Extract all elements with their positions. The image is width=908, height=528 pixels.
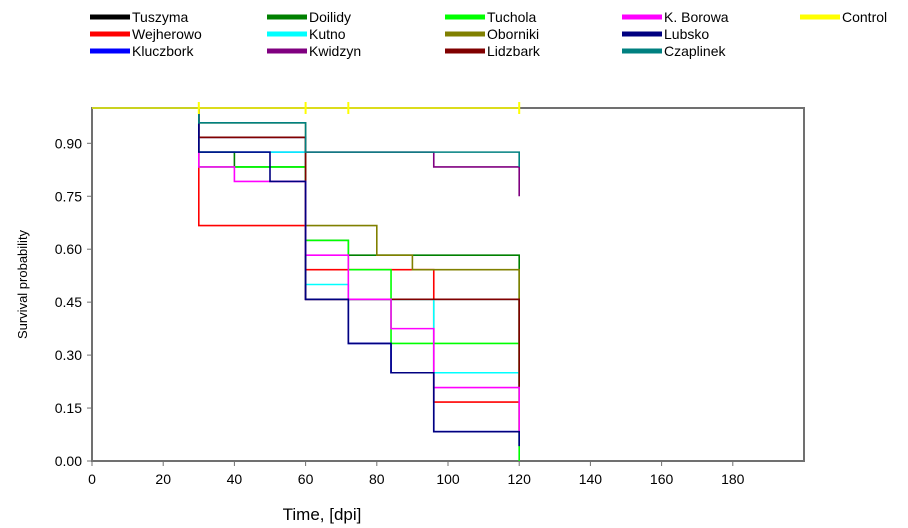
legend-label-doilidy: Doilidy	[309, 9, 351, 25]
legend-label-wejherowo: Wejherowo	[132, 26, 202, 42]
legend-label-kwidzyn: Kwidzyn	[309, 43, 361, 59]
y-tick-label: 0.60	[55, 241, 82, 257]
x-tick-label: 120	[508, 471, 532, 487]
x-tick-label: 100	[436, 471, 460, 487]
y-tick-label: 0.75	[55, 188, 82, 204]
x-tick-label: 80	[369, 471, 385, 487]
x-tick-label: 160	[650, 471, 674, 487]
series-line-lubsko	[92, 107, 520, 447]
legend-label-tuchola: Tuchola	[487, 9, 537, 25]
x-tick-label: 60	[298, 471, 314, 487]
y-tick-label: 0.30	[55, 347, 82, 363]
x-tick-label: 40	[227, 471, 243, 487]
x-tick-label: 0	[88, 471, 96, 487]
legend-label-lidzbark: Lidzbark	[487, 43, 541, 59]
legend-label-control: Control	[842, 9, 887, 25]
legend-label-k-borowa: K. Borowa	[664, 9, 729, 25]
series-line-k-borowa	[92, 107, 520, 432]
x-tick-label: 140	[579, 471, 603, 487]
y-tick-label: 0.45	[55, 294, 82, 310]
legend-label-tuszyma: Tuszyma	[132, 9, 188, 25]
legend-label-kutno: Kutno	[309, 26, 346, 42]
legend-label-kluczbork: Kluczbork	[132, 43, 194, 59]
x-tick-label: 20	[155, 471, 171, 487]
legend-label-lubsko: Lubsko	[664, 26, 709, 42]
legend-label-czaplinek: Czaplinek	[664, 43, 726, 59]
y-tick-label: 0.15	[55, 400, 82, 416]
y-tick-label: 0.90	[55, 135, 82, 151]
y-tick-label: 0.00	[55, 453, 82, 469]
y-axis-title: Survival probability	[15, 229, 30, 339]
legend-label-oborniki: Oborniki	[487, 26, 539, 42]
x-axis-title: Time, [dpi]	[283, 505, 362, 524]
x-tick-label: 180	[721, 471, 745, 487]
